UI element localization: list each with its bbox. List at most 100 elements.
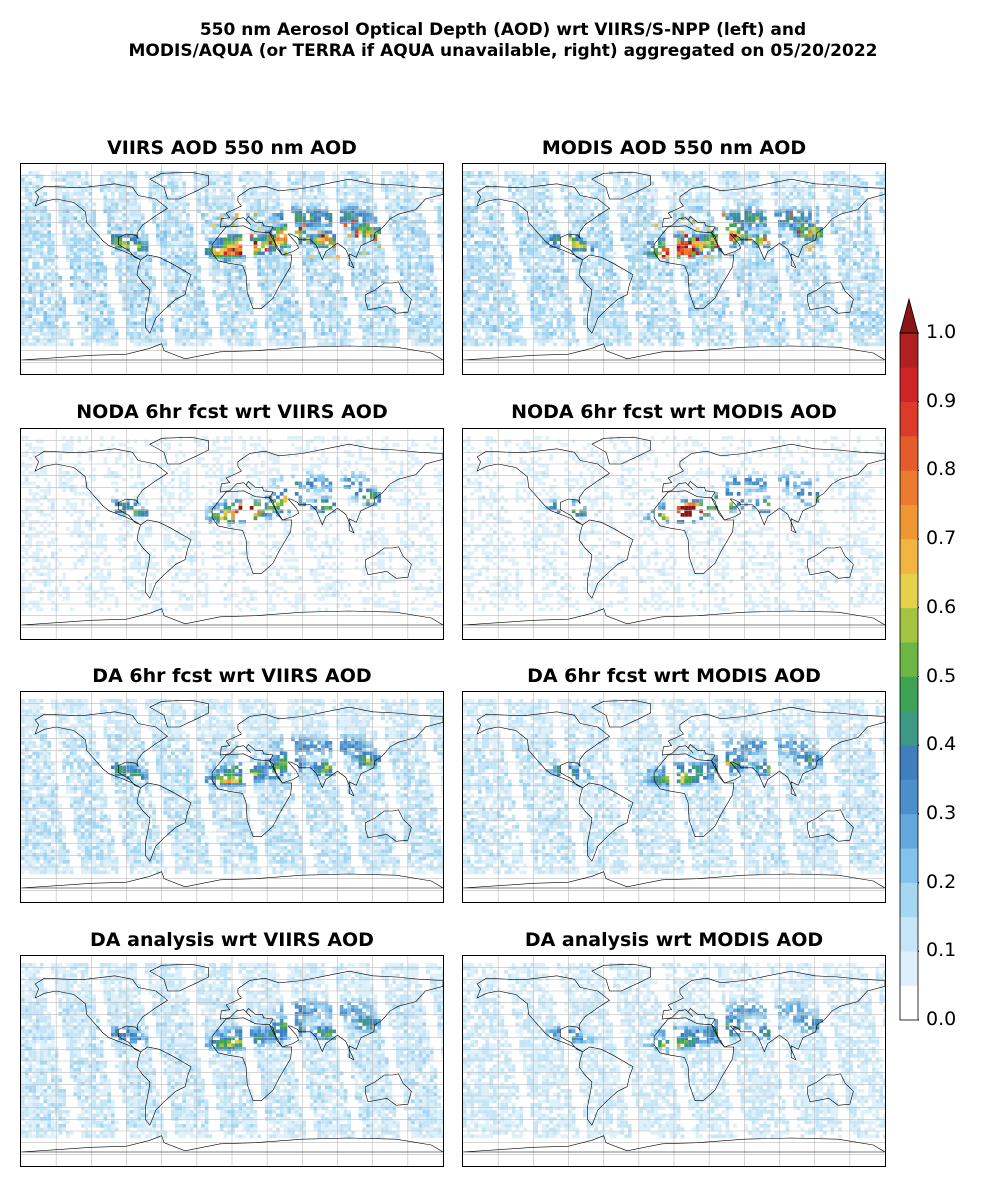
aod-cell <box>336 311 340 315</box>
aod-cell <box>295 304 299 308</box>
aod-cell <box>220 227 224 231</box>
aod-cell <box>85 206 89 210</box>
aod-cell <box>793 196 797 200</box>
aod-cell <box>134 315 138 319</box>
aod-cell <box>370 192 374 196</box>
aod-cell <box>422 318 426 322</box>
aod-cell <box>62 318 66 322</box>
aod-cell <box>314 273 318 277</box>
aod-cell <box>351 248 355 252</box>
aod-cell <box>220 304 224 308</box>
aod-cell <box>40 217 44 221</box>
aod-cell <box>51 297 55 301</box>
aod-cell <box>134 182 138 186</box>
aod-cell <box>107 217 111 221</box>
aod-cell <box>242 196 246 200</box>
aod-cell <box>227 182 231 186</box>
aod-cell <box>347 220 351 224</box>
aod-cell <box>62 224 66 228</box>
aod-cell <box>134 339 138 343</box>
aod-cell <box>392 175 396 179</box>
aod-cell <box>179 210 183 214</box>
aod-cell <box>25 273 29 277</box>
aod-cell <box>224 290 228 294</box>
aod-cell <box>478 178 482 182</box>
aod-cell <box>325 315 329 319</box>
aod-cell <box>51 290 55 294</box>
aod-cell <box>92 280 96 284</box>
aod-cell <box>246 196 250 200</box>
aod-cell <box>396 332 400 336</box>
aod-cell <box>190 283 194 287</box>
aod-cell <box>209 196 213 200</box>
aod-cell <box>36 336 40 340</box>
aod-cell <box>404 175 408 179</box>
aod-cell <box>89 206 93 210</box>
aod-cell <box>70 252 74 256</box>
aod-cell <box>321 269 325 273</box>
aod-cell <box>284 259 288 263</box>
aod-cell <box>171 308 175 312</box>
aod-cell <box>441 325 443 329</box>
aod-cell <box>44 210 48 214</box>
aod-cell <box>280 287 284 291</box>
aod-cell <box>111 336 115 340</box>
aod-cell <box>321 224 325 228</box>
aod-cell <box>583 199 587 203</box>
aod-cell <box>29 203 33 207</box>
aod-cell <box>242 178 246 182</box>
aod-cell <box>441 210 443 214</box>
aod-cell <box>51 234 55 238</box>
aod-cell <box>329 262 333 266</box>
aod-cell <box>654 203 658 207</box>
aod-cell <box>632 206 636 210</box>
aod-cell <box>104 185 108 189</box>
aod-cell <box>186 325 190 329</box>
aod-cell <box>111 339 115 343</box>
aod-cell <box>437 297 441 301</box>
aod-cell <box>310 297 314 301</box>
aod-cell <box>434 322 438 326</box>
aod-cell <box>276 297 280 301</box>
aod-cell <box>411 234 415 238</box>
aod-cell <box>434 171 438 175</box>
aod-cell <box>269 220 273 224</box>
aod-cell <box>40 206 44 210</box>
aod-cell <box>441 171 443 175</box>
aod-cell <box>265 290 269 294</box>
aod-cell <box>534 199 538 203</box>
aod-cell <box>190 269 194 273</box>
aod-cell <box>32 297 36 301</box>
aod-cell <box>269 206 273 210</box>
aod-cell <box>340 287 344 291</box>
aod-cell <box>295 301 299 305</box>
aod-cell <box>396 245 400 249</box>
aod-cell <box>29 234 33 238</box>
aod-cell <box>51 252 55 256</box>
aod-cell <box>381 280 385 284</box>
aod-cell <box>265 322 269 326</box>
aod-cell <box>621 203 625 207</box>
aod-cell <box>617 196 621 200</box>
aod-cell <box>74 287 78 291</box>
aod-cell <box>756 196 760 200</box>
aod-cell <box>167 199 171 203</box>
aod-cell <box>534 206 538 210</box>
aod-cell <box>321 248 325 252</box>
aod-cell <box>29 297 33 301</box>
aod-cell <box>171 315 175 319</box>
aod-cell <box>726 203 730 207</box>
aod-cell <box>377 224 381 228</box>
aod-cell <box>295 315 299 319</box>
aod-cell <box>441 224 443 228</box>
aod-cell <box>212 227 216 231</box>
aod-cell <box>152 311 156 315</box>
aod-cell <box>179 259 183 263</box>
aod-cell <box>190 336 194 340</box>
aod-cell <box>44 276 48 280</box>
aod-cell <box>265 276 269 280</box>
aod-cell <box>707 192 711 196</box>
aod-cell <box>220 248 224 252</box>
aod-cell <box>332 325 336 329</box>
aod-cell <box>276 280 280 284</box>
